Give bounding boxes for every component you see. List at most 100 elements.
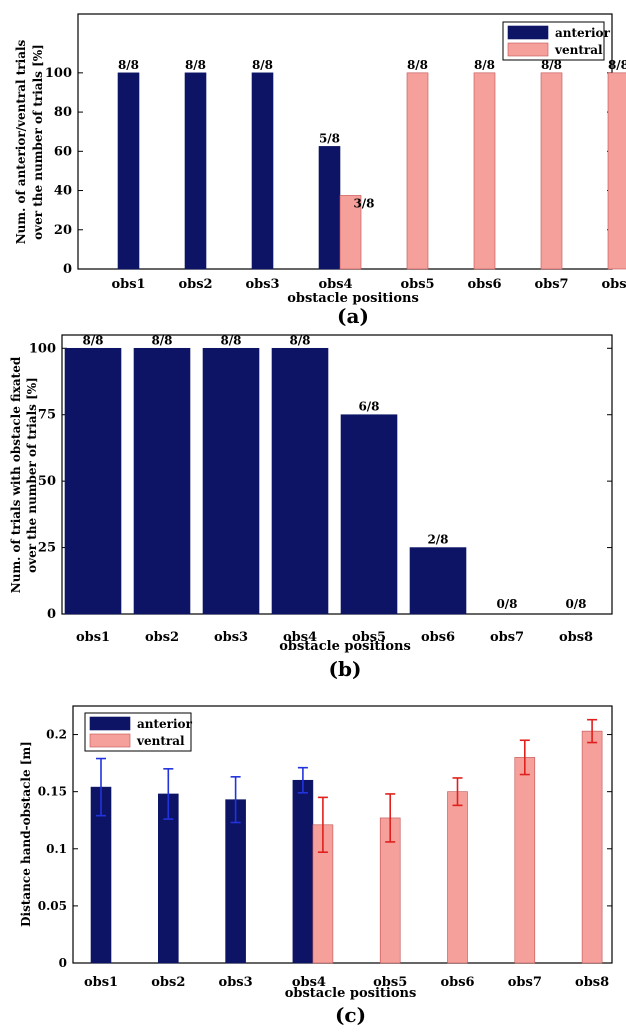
legend-label-ventral: ventral (554, 43, 603, 57)
bar-ventral-obs7 (540, 72, 563, 270)
legend-label-anterior: anterior (555, 26, 611, 40)
panel-label: (a) (337, 304, 369, 328)
y-tick-label: 0.1 (46, 842, 67, 856)
y-tick-label: 40 (54, 184, 72, 199)
x-tick-label: obs5 (400, 277, 434, 292)
y-axis-title: over the number of trials [%] (25, 377, 39, 573)
x-tick-label: obs5 (373, 975, 407, 990)
x-axis-title: obstacle positions (285, 986, 417, 1001)
data-label: 8/8 (118, 58, 139, 72)
x-tick-label: obs3 (245, 277, 279, 292)
bar-ventral-obs6 (473, 72, 496, 270)
y-tick-label: 50 (38, 474, 56, 489)
x-tick-label: obs7 (534, 277, 568, 292)
error-bar (230, 776, 241, 824)
bar-anterior-obs3 (251, 72, 274, 270)
bar-value-obs1 (64, 347, 122, 615)
bar-anterior-obs4 (292, 779, 314, 964)
panel-label: (b) (329, 657, 362, 681)
bar-anterior-obs2 (184, 72, 207, 270)
legend-swatch-anterior (507, 25, 549, 40)
y-axis-title: Distance hand-obstacle [m] (19, 741, 33, 927)
bar-value-obs5 (340, 414, 398, 615)
y-tick-label: 0.15 (38, 785, 67, 799)
data-label: 8/8 (252, 58, 273, 72)
error-bar (587, 718, 598, 744)
data-label: 8/8 (220, 333, 241, 347)
legend-label-ventral: ventral (136, 734, 185, 748)
x-tick-label: obs3 (214, 630, 248, 645)
x-tick-label: obs3 (219, 975, 253, 990)
data-label: 8/8 (474, 58, 495, 72)
x-tick-label: obs4 (318, 277, 352, 292)
bar-ventral-obs8 (607, 72, 626, 270)
y-tick-label: 20 (54, 223, 72, 238)
error-bar (297, 766, 308, 794)
chart-panel-b: 0 25 50 75 100 8/8 8/8 8/8 8/8 6/8 2/8 0/8 0/8 obs1 ob… (9, 333, 613, 681)
legend-swatch-anterior (89, 716, 131, 731)
y-tick-label: 0 (47, 607, 56, 622)
data-label: 0/8 (565, 597, 586, 611)
x-tick-label: obs7 (508, 975, 542, 990)
legend: anterior ventral (84, 712, 193, 752)
data-label: 2/8 (427, 533, 448, 547)
data-label: 8/8 (82, 333, 103, 347)
data-label: 8/8 (151, 333, 172, 347)
bar-ventral-obs8 (581, 730, 603, 964)
data-label: 8/8 (608, 58, 626, 72)
y-tick-label: 60 (54, 144, 72, 159)
bar-value-obs2 (133, 347, 191, 615)
error-bar (163, 768, 174, 820)
chart-panel-a: 0 20 40 60 80 100 8/8 8/8 8/8 5/8 3/8 8/8 8/8 8/8 8/8 o… (14, 13, 626, 328)
bar-anterior-obs1 (117, 72, 140, 270)
data-label: 6/8 (358, 400, 379, 414)
y-tick-label: 25 (38, 541, 56, 556)
bar-ventral-obs7 (514, 757, 536, 964)
legend-swatch-ventral (89, 733, 131, 748)
y-tick-label: 100 (29, 341, 56, 356)
x-tick-label: obs6 (467, 277, 501, 292)
x-axis-title: obstacle positions (279, 639, 411, 654)
plot-frame (61, 334, 613, 615)
bar-value-obs6 (409, 547, 467, 615)
y-axis-title: over the number of trials [%] (31, 44, 45, 240)
plot-frame (72, 705, 613, 964)
y-tick-label: 100 (45, 66, 72, 81)
legend-label-anterior: anterior (137, 717, 193, 731)
bar-value-obs4 (271, 347, 329, 615)
data-label: 8/8 (289, 333, 310, 347)
x-tick-label: obs6 (440, 975, 474, 990)
x-tick-label: obs1 (111, 277, 145, 292)
data-label: 8/8 (407, 58, 428, 72)
x-tick-label: obs8 (601, 277, 626, 292)
bar-anterior-obs4 (318, 146, 341, 270)
y-tick-label: 0.2 (46, 728, 67, 742)
x-tick-label: obs4 (283, 630, 317, 645)
data-label: 0/8 (496, 597, 517, 611)
bar-value-obs3 (202, 347, 260, 615)
data-label: 8/8 (541, 58, 562, 72)
error-bar (96, 757, 106, 817)
bar-ventral-obs5 (406, 72, 429, 270)
x-tick-label: obs2 (151, 975, 185, 990)
y-tick-label: 0.05 (38, 899, 67, 913)
data-label: 8/8 (185, 58, 206, 72)
error-bar (385, 793, 396, 843)
x-tick-label: obs1 (84, 975, 118, 990)
data-label: 3/8 (353, 196, 374, 210)
x-axis-title: obstacle positions (287, 291, 419, 306)
x-tick-label: obs6 (421, 630, 455, 645)
x-tick-label: obs2 (178, 277, 212, 292)
x-tick-label: obs1 (76, 630, 110, 645)
x-tick-label: obs2 (145, 630, 179, 645)
y-tick-label: 0 (63, 262, 72, 277)
bar-anterior-obs3 (225, 799, 246, 964)
x-tick-label: obs4 (292, 975, 326, 990)
error-bar (452, 777, 463, 807)
bar-ventral-obs4 (339, 195, 362, 270)
chart-panel-c: 0 0.05 0.1 0.15 0.2 obs1 obs2 obs3 obs4 obs5 obs6 o… (19, 705, 613, 1027)
error-bar (519, 739, 530, 776)
panel-label: (c) (335, 1003, 366, 1027)
x-tick-label: obs5 (352, 630, 386, 645)
